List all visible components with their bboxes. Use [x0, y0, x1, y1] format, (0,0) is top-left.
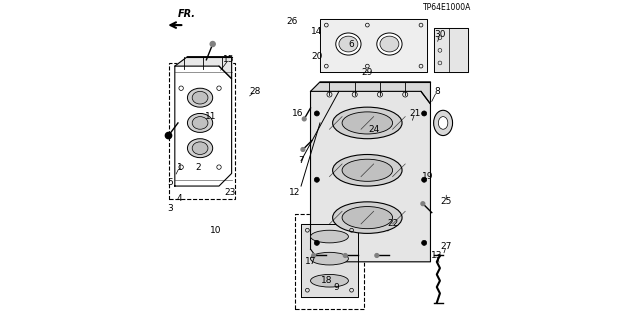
Ellipse shape — [192, 142, 208, 155]
Circle shape — [314, 177, 319, 182]
Text: 6: 6 — [349, 40, 355, 49]
Text: 21: 21 — [409, 109, 420, 118]
Circle shape — [422, 240, 427, 245]
Text: 22: 22 — [387, 220, 398, 228]
Circle shape — [210, 42, 215, 46]
Text: 14: 14 — [311, 27, 323, 36]
Ellipse shape — [380, 36, 399, 52]
Circle shape — [312, 253, 316, 257]
Text: 3: 3 — [167, 204, 173, 213]
Ellipse shape — [377, 33, 402, 55]
Ellipse shape — [310, 230, 348, 243]
Text: 10: 10 — [210, 226, 221, 235]
Text: 23: 23 — [225, 188, 236, 197]
Text: 18: 18 — [321, 276, 332, 285]
Circle shape — [422, 111, 427, 116]
Text: 17: 17 — [305, 257, 316, 266]
Circle shape — [302, 117, 306, 121]
Text: 2: 2 — [196, 163, 202, 172]
Text: FR.: FR. — [178, 9, 196, 19]
Ellipse shape — [188, 88, 212, 107]
Ellipse shape — [333, 107, 402, 139]
Ellipse shape — [342, 112, 392, 134]
Text: 25: 25 — [440, 197, 452, 206]
Polygon shape — [175, 57, 232, 79]
Text: 4: 4 — [177, 194, 182, 203]
Polygon shape — [310, 82, 431, 104]
Text: 19: 19 — [422, 172, 433, 181]
Ellipse shape — [333, 202, 402, 233]
Ellipse shape — [188, 114, 212, 132]
Text: 11: 11 — [205, 112, 217, 121]
Bar — [168, 63, 235, 199]
Polygon shape — [301, 224, 358, 297]
Text: 27: 27 — [440, 242, 452, 251]
Ellipse shape — [339, 36, 358, 52]
Circle shape — [301, 148, 305, 151]
Polygon shape — [320, 19, 428, 72]
Polygon shape — [310, 92, 431, 262]
Ellipse shape — [434, 110, 452, 136]
Ellipse shape — [192, 92, 208, 104]
Text: 8: 8 — [434, 87, 440, 96]
Text: 1: 1 — [177, 163, 182, 172]
Text: 29: 29 — [362, 68, 373, 77]
Ellipse shape — [342, 159, 392, 181]
Circle shape — [165, 132, 172, 139]
Text: 5: 5 — [167, 178, 173, 188]
Ellipse shape — [310, 252, 348, 265]
Ellipse shape — [188, 139, 212, 158]
Circle shape — [314, 111, 319, 116]
Circle shape — [421, 202, 425, 205]
Ellipse shape — [333, 155, 402, 186]
Text: 12: 12 — [289, 188, 300, 197]
Ellipse shape — [342, 207, 392, 229]
Circle shape — [343, 253, 347, 257]
Ellipse shape — [336, 33, 361, 55]
Circle shape — [422, 177, 427, 182]
Text: 28: 28 — [250, 87, 261, 96]
Text: 7: 7 — [298, 156, 304, 165]
Text: 15: 15 — [223, 55, 234, 64]
Text: 9: 9 — [333, 283, 339, 292]
Ellipse shape — [310, 275, 348, 287]
Ellipse shape — [192, 116, 208, 129]
Polygon shape — [434, 28, 468, 72]
Text: 30: 30 — [434, 30, 445, 39]
Bar — [295, 214, 364, 309]
Circle shape — [375, 253, 379, 257]
Text: 20: 20 — [311, 52, 323, 61]
Text: 13: 13 — [431, 251, 442, 260]
Text: 16: 16 — [292, 109, 303, 118]
Text: 24: 24 — [368, 125, 380, 134]
Text: TP64E1000A: TP64E1000A — [423, 4, 472, 12]
Circle shape — [314, 240, 319, 245]
Ellipse shape — [438, 116, 448, 129]
Text: 26: 26 — [286, 17, 298, 27]
